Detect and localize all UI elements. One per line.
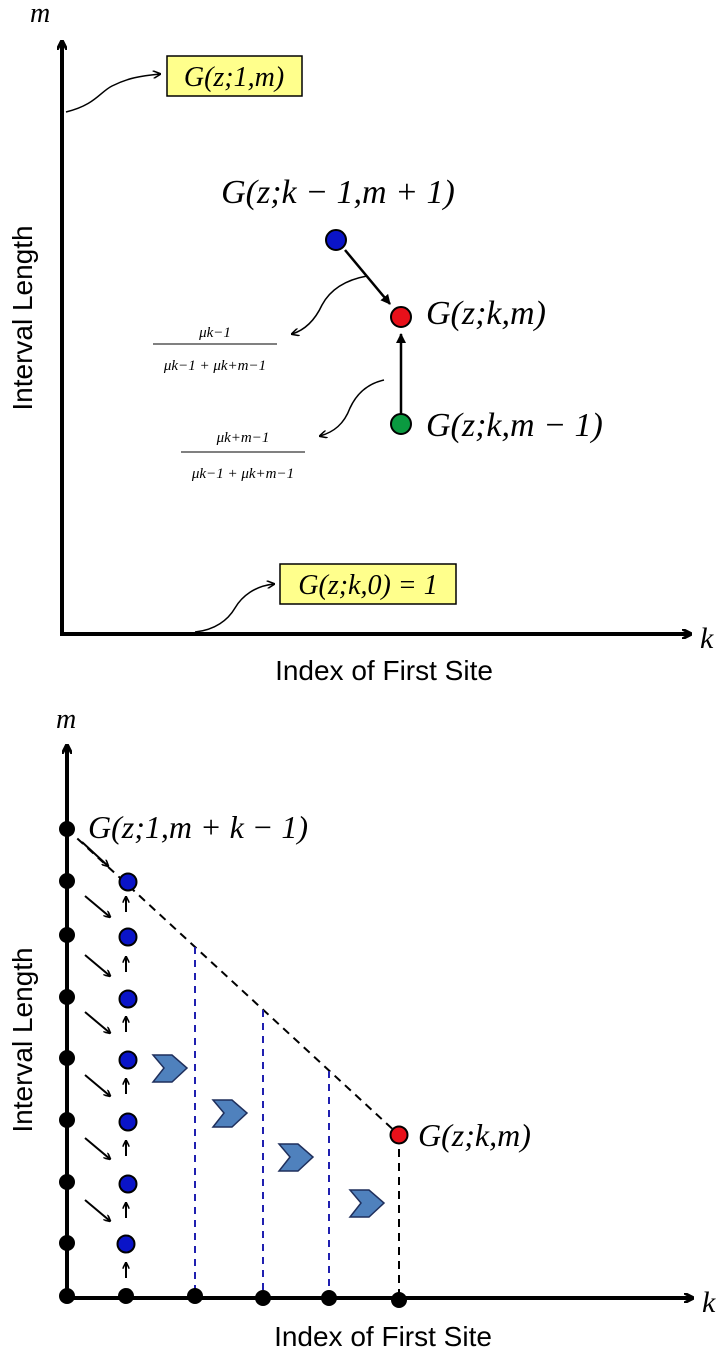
x-axis-dots bbox=[118, 1288, 407, 1308]
block-arrow-group bbox=[151, 1054, 386, 1218]
diagonal-dashed-line bbox=[66, 828, 400, 1136]
y-axis-dots bbox=[59, 821, 75, 1304]
blue-node bbox=[118, 989, 138, 1009]
axis-dot bbox=[255, 1290, 271, 1306]
block-arrow bbox=[151, 1054, 189, 1083]
weight-vert-numerator: μk+m−1 bbox=[216, 430, 270, 446]
weight-vert-connector bbox=[320, 379, 385, 436]
axis-dot bbox=[391, 1292, 407, 1308]
top-panel: m k Interval Length Index of First Site … bbox=[7, 0, 714, 686]
node-target-label: G(z;k,m) bbox=[426, 295, 546, 332]
top-x-axis-var: k bbox=[700, 622, 714, 655]
bottom-x-axis-var: k bbox=[702, 1286, 716, 1319]
axis-dot bbox=[59, 821, 75, 837]
weight-diag-numerator: μk−1 bbox=[198, 325, 231, 341]
axis-dot bbox=[59, 1174, 75, 1190]
diag-arrow bbox=[84, 1011, 110, 1033]
top-y-axis-title: Interval Length bbox=[7, 225, 38, 410]
weight-diag-connector bbox=[292, 275, 368, 334]
axis-dot bbox=[59, 989, 75, 1005]
top-boundary-connector bbox=[65, 74, 160, 113]
top-x-axis-title: Index of First Site bbox=[275, 655, 493, 686]
target-label: G(z;k,m) bbox=[418, 1117, 531, 1153]
blue-node bbox=[118, 1174, 138, 1194]
node-target bbox=[390, 306, 412, 328]
axis-dot bbox=[59, 1288, 75, 1304]
blue-node bbox=[118, 1112, 138, 1132]
bottom-y-axis-title: Interval Length bbox=[7, 947, 38, 1132]
blue-node bbox=[118, 1050, 138, 1070]
axis-dot bbox=[59, 1112, 75, 1128]
bottom-x-axis-title: Index of First Site bbox=[274, 1321, 492, 1351]
boundary-bottom-box bbox=[279, 563, 457, 605]
bottom-y-axis-var: m bbox=[56, 704, 76, 735]
corner-label: G(z;1,m + k − 1) bbox=[88, 809, 308, 845]
boundary-top-label: G(z;1,m) bbox=[184, 62, 284, 93]
block-arrow bbox=[277, 1143, 315, 1172]
diag-arrow bbox=[84, 954, 110, 976]
node-upper-label: G(z;k − 1,m + 1) bbox=[221, 174, 455, 211]
axis-dot bbox=[59, 927, 75, 943]
blue-node bbox=[116, 1234, 136, 1254]
axis-dot bbox=[59, 1050, 75, 1066]
axis-dot bbox=[118, 1288, 134, 1304]
diag-arrow bbox=[84, 895, 110, 917]
weight-diag-denominator: μk−1 + μk+m−1 bbox=[163, 358, 266, 374]
block-arrow bbox=[211, 1099, 249, 1128]
axis-dot bbox=[187, 1288, 203, 1304]
top-y-axis-var: m bbox=[30, 0, 50, 29]
bottom-panel: m k Interval Length Index of First Site … bbox=[7, 704, 716, 1351]
blue-node bbox=[118, 872, 138, 892]
boundary-bottom-label: G(z;k,0) = 1 bbox=[298, 570, 437, 601]
diag-arrow-group bbox=[81, 841, 110, 1221]
blue-node bbox=[118, 927, 138, 947]
blue-node-column bbox=[116, 872, 138, 1254]
node-upper bbox=[325, 229, 347, 251]
node-lower-label: G(z;k,m − 1) bbox=[426, 407, 603, 444]
diag-arrow bbox=[84, 1137, 110, 1159]
diag-arrow bbox=[84, 1074, 110, 1096]
node-lower bbox=[390, 413, 412, 435]
target-node bbox=[389, 1125, 409, 1145]
axis-dot bbox=[321, 1290, 337, 1306]
bottom-boundary-connector bbox=[194, 584, 274, 633]
axis-dot bbox=[59, 1235, 75, 1251]
weight-vert-denominator: μk−1 + μk+m−1 bbox=[191, 466, 294, 482]
diag-arrow bbox=[81, 841, 108, 866]
diag-arrow bbox=[84, 1199, 110, 1221]
block-arrow bbox=[348, 1189, 386, 1218]
diag-transition-arrow bbox=[344, 249, 391, 305]
axis-dot bbox=[59, 873, 75, 889]
boundary-top-box bbox=[166, 55, 303, 97]
